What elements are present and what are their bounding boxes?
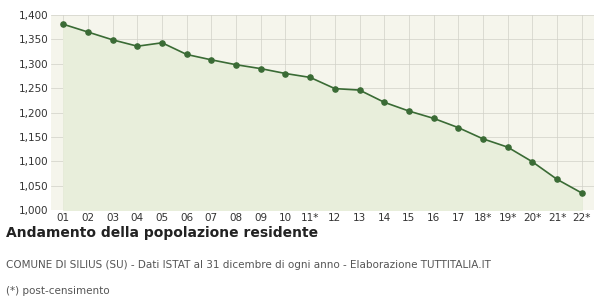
Point (256, 66, 266, 71)
Point (182, 52, 191, 57)
Point (379, 100, 389, 105)
Point (330, 86, 340, 91)
Point (404, 109, 413, 113)
Point (83, 30, 93, 34)
Point (429, 116, 439, 121)
Point (503, 145, 512, 149)
Point (355, 88, 364, 92)
Point (527, 159, 537, 164)
Point (206, 58, 216, 62)
Point (577, 190, 586, 195)
Point (108, 38, 118, 42)
Text: (*) post-censimento: (*) post-censimento (6, 286, 110, 296)
Point (157, 40, 167, 45)
Point (133, 44, 142, 49)
Text: Andamento della popolazione residente: Andamento della popolazione residente (6, 226, 318, 241)
Point (478, 136, 488, 141)
Point (59, 22, 68, 27)
Point (232, 62, 241, 67)
Point (454, 125, 463, 130)
Point (305, 75, 315, 80)
Point (281, 71, 290, 76)
Point (552, 177, 562, 182)
Text: COMUNE DI SILIUS (SU) - Dati ISTAT al 31 dicembre di ogni anno - Elaborazione TU: COMUNE DI SILIUS (SU) - Dati ISTAT al 31… (6, 260, 491, 269)
